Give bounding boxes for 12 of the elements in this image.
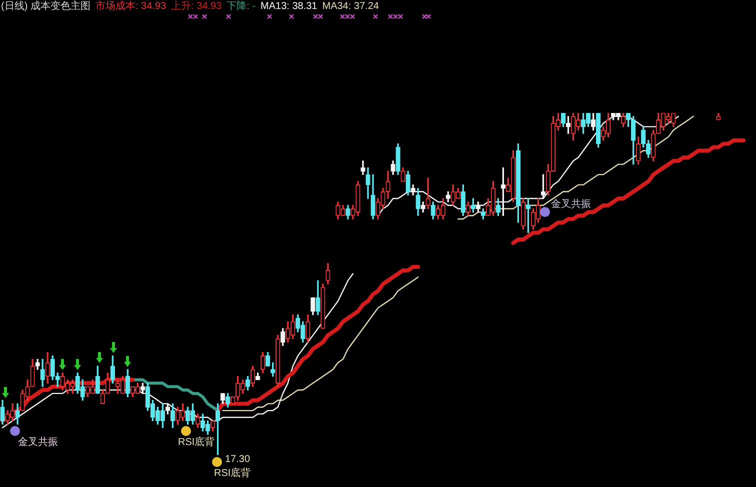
- text: MA34: 37.24: [322, 1, 379, 13]
- annotation: 17.30: [225, 454, 250, 465]
- annotation: 金叉共振: [551, 199, 591, 210]
- annotation: RSI底背: [178, 437, 215, 448]
- chart-title: (日线) 成本变色主图: [1, 1, 90, 13]
- text: MA13: 38.31: [260, 1, 318, 13]
- text: 市场成本: 34.93: [95, 1, 166, 13]
- text: 上升: 34.93: [171, 1, 222, 13]
- annotation: 金叉共振: [18, 437, 58, 448]
- candlestick: [426, 178, 430, 210]
- text: RSI底背: [214, 468, 251, 479]
- text: 下降: -: [226, 1, 256, 13]
